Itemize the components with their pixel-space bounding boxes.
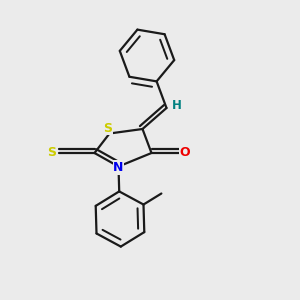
Text: O: O [180, 146, 190, 160]
Text: S: S [47, 146, 56, 160]
Text: H: H [172, 99, 181, 112]
Text: N: N [113, 161, 124, 174]
Text: S: S [103, 122, 112, 135]
